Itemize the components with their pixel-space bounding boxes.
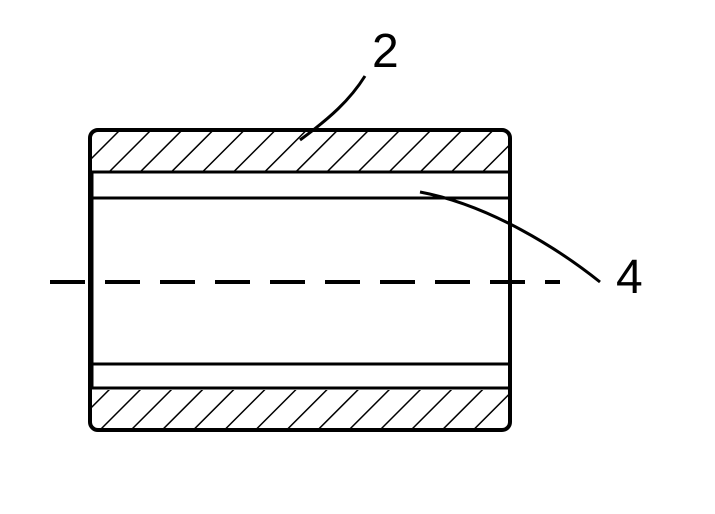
bottom-hatch xyxy=(90,390,510,430)
label-4: 4 xyxy=(616,254,643,302)
label-2: 2 xyxy=(372,28,399,76)
top-hatch xyxy=(90,130,510,172)
diagram-container: 2 4 xyxy=(0,0,715,514)
cross-section-svg xyxy=(0,0,715,514)
